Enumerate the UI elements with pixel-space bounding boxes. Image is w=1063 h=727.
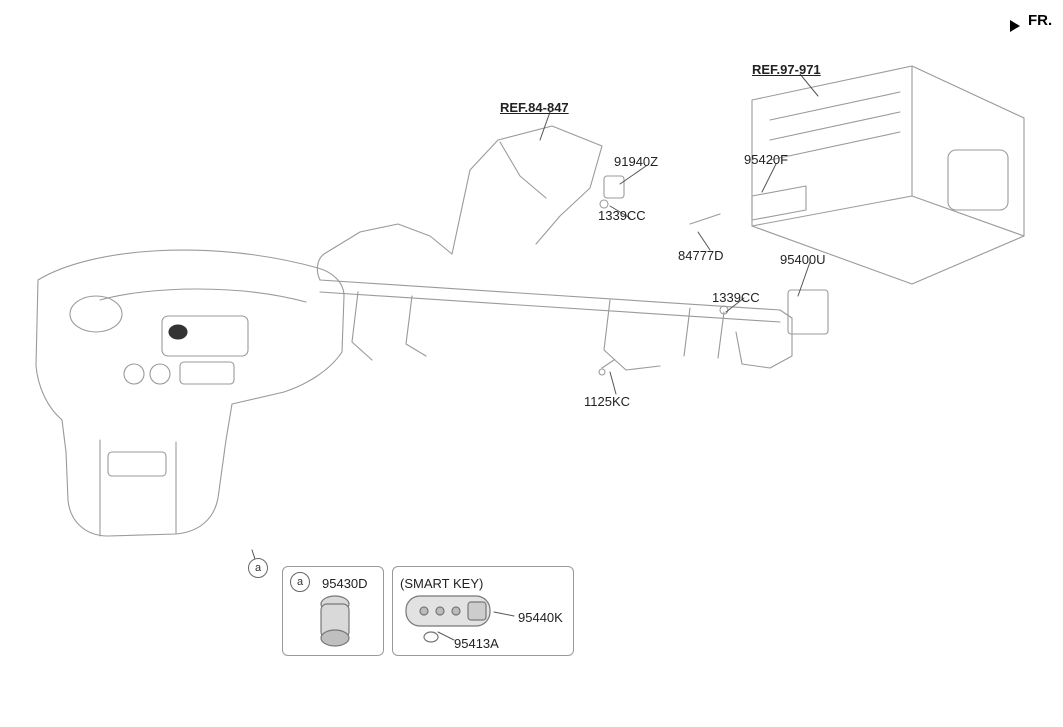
label-95420F: 95420F [744,152,788,167]
label-91940Z: 91940Z [614,154,658,169]
label-ref-97-971: REF.97-971 [752,62,821,77]
label-84777D: 84777D [678,248,724,263]
detail-box-smartkey [392,566,574,656]
callout-a-main: a [248,558,268,578]
label-1339CC-a: 1339CC [598,208,646,223]
parts-diagram: { "viewport": {"width":1063,"height":727… [0,0,1063,727]
detail-box-95430D [282,566,384,656]
label-ref-84-847: REF.84-847 [500,100,569,115]
label-95400U: 95400U [780,252,826,267]
label-1125KC: 1125KC [584,394,630,409]
label-1339CC-b: 1339CC [712,290,760,305]
